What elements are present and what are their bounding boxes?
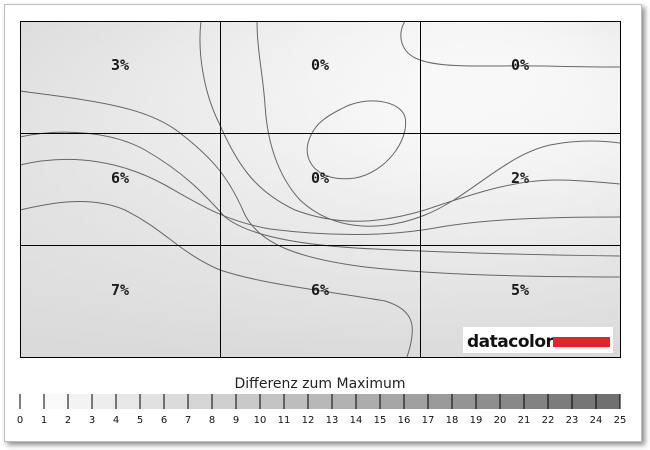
scale-segment [140, 394, 164, 409]
scale-tick-label: 8 [209, 415, 215, 426]
scale-segment [452, 394, 476, 409]
scale-tick-label: 9 [233, 415, 239, 426]
scale-segment [44, 394, 68, 409]
scale-segment [260, 394, 284, 409]
chart-frame: 3% 0% 0% 6% 0% 2% 7% 6% 5% datacolor Dif… [4, 4, 642, 442]
scale-segment [212, 394, 236, 409]
scale-title: Differenz zum Maximum [235, 376, 406, 392]
uniformity-chart: 3% 0% 0% 6% 0% 2% 7% 6% 5% datacolor Dif… [17, 20, 627, 426]
scale-segment [20, 394, 44, 409]
logo-red-bar [553, 337, 610, 347]
scale-segment [572, 394, 596, 409]
scale-segment [476, 394, 500, 409]
cell-label-r2c1: 6% [111, 169, 129, 187]
scale-tick-label: 6 [161, 415, 167, 426]
scale-tick-label: 2 [65, 415, 71, 426]
contour-line [19, 90, 621, 278]
contour-line [256, 20, 621, 227]
heatmap-bottom-shade [20, 21, 620, 357]
cell-label-r1c3: 0% [511, 56, 529, 74]
scale-tick-label: 4 [113, 415, 119, 426]
scale-tick-label: 18 [446, 415, 459, 426]
color-scale: 0 1 2 3 4 5 6 7 8 9 10 11 12 13 14 15 16 17 18 19 20 21 22 23 24… [17, 394, 627, 426]
grid-outer-border [20, 21, 621, 358]
scale-tick-label: 16 [398, 415, 411, 426]
scale-tick-label: 14 [350, 415, 363, 426]
scale-segment [596, 394, 620, 409]
scale-segment [68, 394, 92, 409]
cell-label-r1c2: 0% [311, 56, 329, 74]
contour-line [400, 20, 621, 68]
scale-tick-label: 19 [470, 415, 483, 426]
heatmap-area: 3% 0% 0% 6% 0% 2% 7% 6% 5% datacolor [19, 20, 621, 358]
contour-line [19, 131, 621, 257]
scale-tick-label: 11 [278, 415, 291, 426]
scale-segment [524, 394, 548, 409]
scale-segment [500, 394, 524, 409]
grid [20, 21, 621, 358]
scale-segment [92, 394, 116, 409]
scale-tick-label: 1 [41, 415, 47, 426]
datacolor-logo: datacolor [463, 327, 613, 353]
cell-label-r3c2: 6% [311, 281, 329, 299]
cell-label-r2c3: 2% [511, 169, 529, 187]
contour-line [19, 158, 621, 235]
cell-label-r1c1: 3% [111, 56, 129, 74]
scale-tick-label: 23 [566, 415, 579, 426]
scale-segment [308, 394, 332, 409]
scale-tick-label: 7 [185, 415, 191, 426]
scale-tick-label: 15 [374, 415, 387, 426]
scale-segment [236, 394, 260, 409]
logo-text: datacolor [467, 332, 555, 352]
scale-segment [428, 394, 452, 409]
scale-tick-label: 10 [254, 415, 267, 426]
cell-label-r3c1: 7% [111, 281, 129, 299]
scale-segment [332, 394, 356, 409]
scale-segment [548, 394, 572, 409]
scale-tick-label: 5 [137, 415, 143, 426]
scale-tick-label: 20 [494, 415, 507, 426]
scale-tick-label: 12 [302, 415, 315, 426]
cell-label-r3c3: 5% [511, 281, 529, 299]
scale-tick-label: 25 [614, 415, 627, 426]
scale-tick-label: 13 [326, 415, 339, 426]
scale-segment [164, 394, 188, 409]
scale-segment [284, 394, 308, 409]
scale-segment [404, 394, 428, 409]
scale-segment [116, 394, 140, 409]
cell-label-r2c2: 0% [311, 169, 329, 187]
scale-segment [188, 394, 212, 409]
scale-tick-label: 21 [518, 415, 531, 426]
scale-segment [380, 394, 404, 409]
scale-tick-label: 17 [422, 415, 435, 426]
scale-tick-label: 3 [89, 415, 95, 426]
contour-line [199, 20, 621, 222]
scale-tick-label: 22 [542, 415, 555, 426]
scale-tick-label: 0 [17, 415, 23, 426]
scale-tick-label: 24 [590, 415, 603, 426]
cell-labels: 3% 0% 0% 6% 0% 2% 7% 6% 5% [111, 56, 529, 299]
scale-segment [356, 394, 380, 409]
